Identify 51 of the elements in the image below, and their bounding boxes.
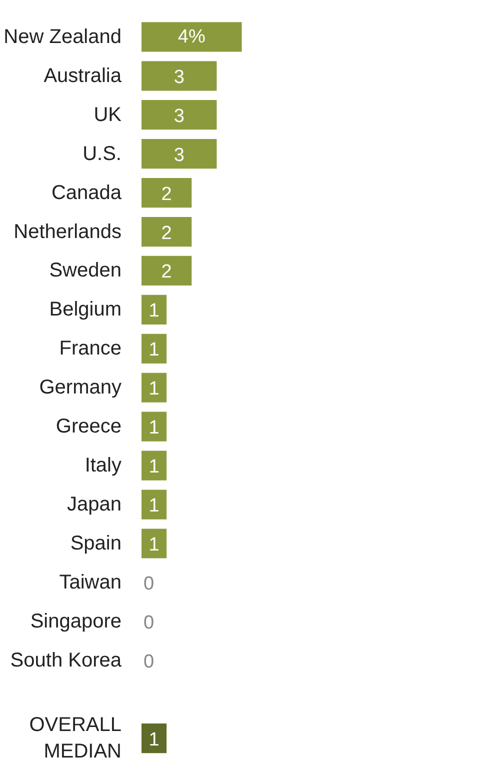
bar xyxy=(142,22,242,52)
data-label: 0 xyxy=(144,651,154,672)
data-label: 4% xyxy=(178,26,206,48)
data-label: 3 xyxy=(174,106,184,127)
bar xyxy=(142,372,167,402)
bar xyxy=(142,490,167,520)
data-label: 0 xyxy=(144,612,154,634)
data-label: 1 xyxy=(148,729,160,750)
y-tick-label: France xyxy=(59,338,122,360)
y-tick-label: Taiwan xyxy=(59,571,122,594)
data-label: 1 xyxy=(148,534,160,556)
y-tick-label: Italy xyxy=(84,454,122,477)
data-label: 1 xyxy=(148,418,160,439)
bar xyxy=(142,724,167,754)
y-tick-label: Greece xyxy=(56,416,122,438)
y-tick-label: Germany xyxy=(39,376,122,399)
y-tick-label: Canada xyxy=(51,182,122,204)
y-tick-label: Australia xyxy=(44,64,122,87)
data-label: 2 xyxy=(161,222,172,244)
bar xyxy=(142,450,167,480)
data-label: 3 xyxy=(174,66,184,88)
y-tick-label: Belgium xyxy=(49,298,122,321)
bar xyxy=(142,178,192,208)
y-tick-label: New Zealand xyxy=(4,26,122,48)
y-tick-label: South Korea xyxy=(10,649,122,672)
data-label: 3 xyxy=(174,144,184,166)
y-tick-label: Netherlands xyxy=(14,220,122,243)
data-label: 2 xyxy=(161,184,172,205)
bar xyxy=(142,528,167,558)
data-label: 1 xyxy=(148,300,160,322)
data-label: 1 xyxy=(148,340,160,361)
y-tick-label: Spain xyxy=(70,532,122,554)
bar xyxy=(142,100,217,130)
y-tick-label: OVERALL MEDIAN xyxy=(29,714,122,763)
bar xyxy=(142,256,192,286)
y-tick-label: UK xyxy=(94,104,122,126)
bar xyxy=(142,139,217,169)
data-label: 1 xyxy=(148,378,160,400)
bar xyxy=(142,412,167,442)
bar xyxy=(142,216,192,247)
bar xyxy=(142,61,217,91)
data-label: 2 xyxy=(161,262,172,283)
bar xyxy=(142,334,167,364)
data-label: 1 xyxy=(148,496,160,517)
y-tick-label: Singapore xyxy=(30,610,122,632)
y-tick-label: U.S. xyxy=(82,142,122,165)
data-label: 0 xyxy=(144,573,154,594)
bar xyxy=(142,294,167,325)
y-tick-label: Sweden xyxy=(49,260,122,282)
y-tick-label: Japan xyxy=(67,494,122,516)
data-label: 1 xyxy=(148,456,160,478)
